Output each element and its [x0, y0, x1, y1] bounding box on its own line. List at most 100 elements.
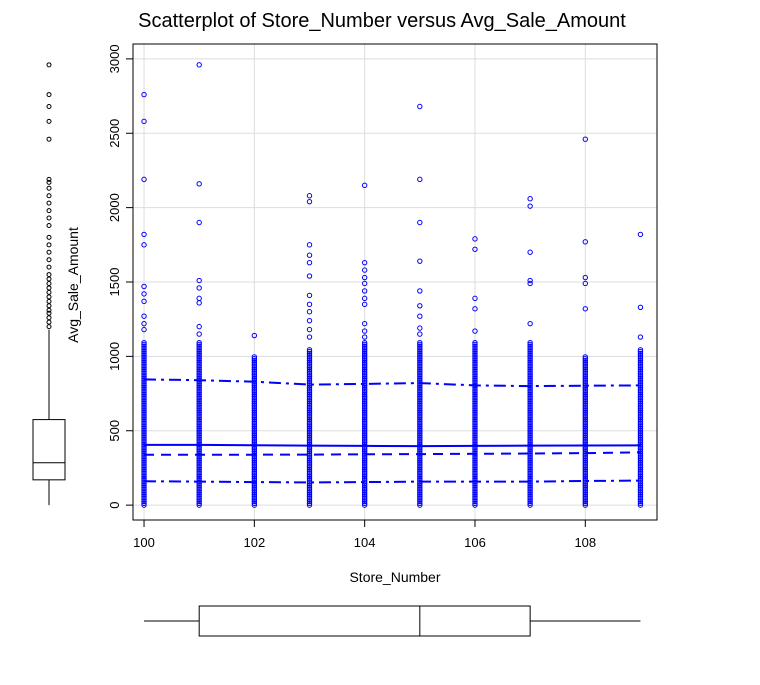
data-point: [361, 280, 368, 287]
data-point: [306, 454, 313, 460]
data-point: [637, 423, 644, 430]
data-point: [582, 407, 588, 414]
data-point: [306, 481, 313, 487]
data-point: [527, 461, 533, 467]
data-point: [141, 438, 147, 444]
data-point: [527, 388, 533, 394]
data-point: [637, 459, 644, 465]
data-point: [472, 397, 478, 403]
data-point: [637, 372, 644, 378]
data-point: [472, 459, 478, 465]
data-point: [251, 466, 258, 473]
data-point: [361, 482, 368, 489]
data-point: [527, 481, 533, 487]
data-point: [141, 416, 147, 423]
data-point: [582, 393, 588, 399]
data-point: [196, 420, 202, 426]
data-point: [361, 432, 368, 439]
data-point: [251, 484, 258, 490]
data-point: [196, 339, 202, 346]
data-point: [637, 379, 644, 385]
data-point: [582, 280, 588, 287]
data-point: [527, 381, 533, 387]
data-point: [472, 348, 478, 355]
data-point: [196, 477, 202, 483]
data-point: [306, 486, 313, 492]
data-point: [527, 477, 533, 483]
data-point: [141, 388, 147, 394]
y-boxplot-outlier: [46, 193, 52, 199]
data-point: [306, 366, 313, 373]
data-point: [306, 468, 313, 474]
data-point: [582, 425, 588, 432]
data-point: [417, 443, 423, 449]
data-point: [637, 498, 644, 505]
data-point: [637, 416, 644, 423]
y-boxplot-outlier: [46, 136, 52, 142]
data-point: [637, 452, 644, 458]
data-point: [141, 242, 147, 248]
data-point: [582, 441, 588, 448]
data-point: [417, 411, 423, 417]
data-point: [306, 484, 313, 490]
data-point: [141, 464, 147, 471]
data-point: [582, 502, 588, 508]
data-point: [251, 498, 258, 505]
data-point: [417, 357, 423, 364]
data-point: [582, 372, 588, 378]
data-point: [251, 477, 258, 483]
data-point: [527, 443, 533, 449]
data-point: [361, 411, 368, 417]
data-point: [582, 274, 588, 281]
data-point: [361, 364, 368, 371]
data-point: [582, 409, 588, 416]
data-point: [141, 459, 147, 465]
data-point: [361, 288, 368, 294]
data-point: [361, 454, 368, 460]
data-point: [527, 347, 533, 353]
data-point: [141, 404, 147, 410]
data-point: [306, 448, 313, 455]
smoother-line-solid: [144, 443, 641, 448]
data-point: [196, 452, 202, 458]
data-point: [472, 411, 478, 417]
x-tick-label: 104: [354, 535, 376, 550]
data-point: [582, 448, 588, 455]
data-point: [196, 382, 202, 389]
data-point: [251, 366, 258, 373]
data-point: [527, 249, 533, 255]
data-point: [417, 454, 423, 460]
y-tick-label: 2500: [107, 119, 122, 148]
data-point: [637, 422, 644, 428]
data-point: [361, 267, 368, 273]
data-point: [306, 252, 313, 258]
x-tick-label: 106: [464, 535, 486, 550]
data-point: [527, 357, 533, 364]
data-point: [141, 397, 147, 403]
data-point: [361, 274, 368, 281]
data-point: [361, 386, 368, 392]
data-point: [361, 434, 368, 440]
data-point: [417, 431, 423, 437]
data-point: [251, 450, 258, 457]
data-point: [306, 326, 313, 333]
y-boxplot-box: [32, 419, 66, 481]
data-point: [417, 447, 423, 453]
data-point: [251, 443, 258, 449]
data-point: [251, 422, 258, 428]
y-boxplot-outlier: [46, 249, 52, 255]
data-point: [582, 404, 588, 410]
data-point: [527, 372, 533, 378]
data-point: [306, 482, 313, 489]
data-point: [472, 479, 478, 485]
data-point: [637, 450, 644, 457]
data-point: [637, 464, 644, 471]
data-point: [417, 347, 423, 353]
data-point: [417, 348, 423, 355]
data-point: [417, 350, 423, 357]
data-point: [141, 381, 147, 387]
data-point: [527, 370, 533, 376]
data-point: [361, 477, 368, 483]
data-point: [306, 489, 313, 496]
data-point: [361, 427, 368, 433]
